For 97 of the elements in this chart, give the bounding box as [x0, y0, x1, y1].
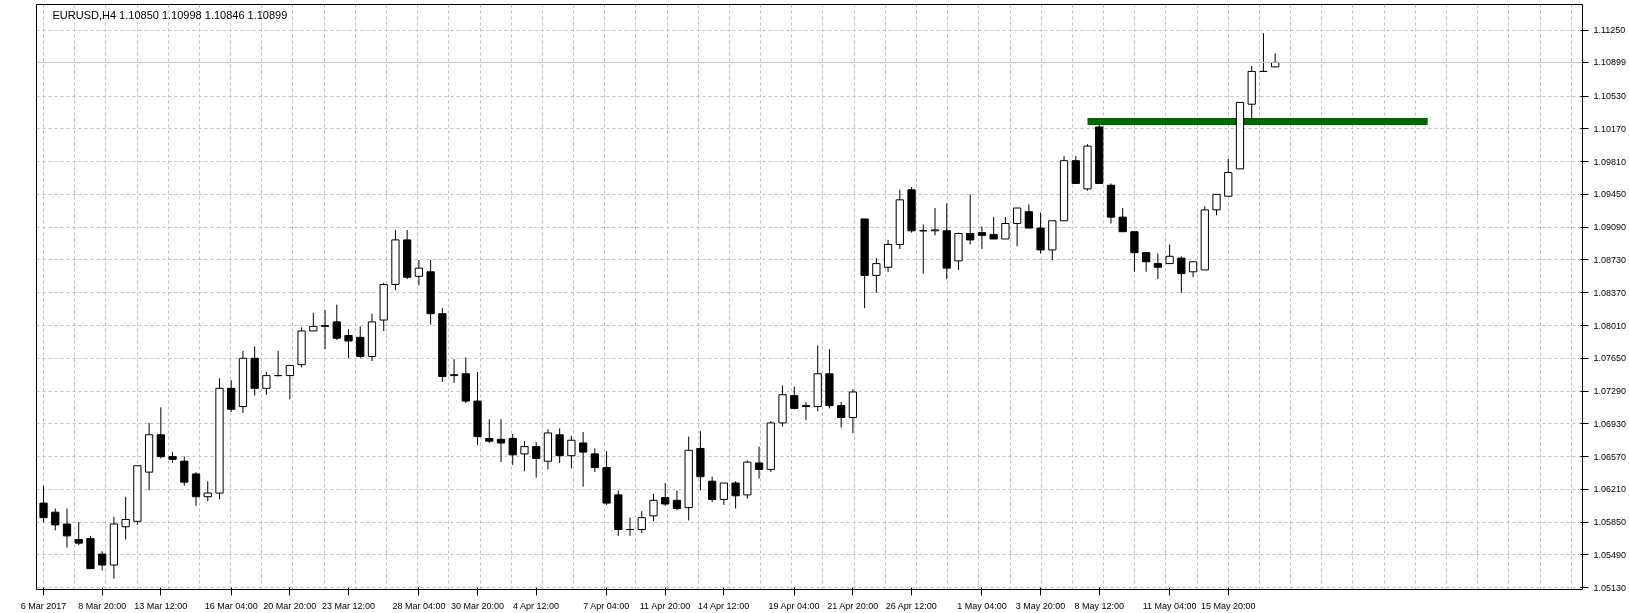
candlestick [719, 482, 729, 506]
x-tick-label: 4 Apr 12:00 [512, 600, 559, 611]
candlestick [520, 440, 529, 472]
x-tick-label: 19 Apr 04:00 [768, 600, 820, 611]
candlestick [1036, 212, 1045, 255]
x-tick-label: 28 Mar 04:00 [392, 600, 446, 611]
y-tick-label: 1.08730 [1593, 254, 1627, 265]
x-tick-label: 20 Mar 20:00 [263, 600, 317, 611]
candlestick [320, 309, 330, 350]
candlestick [1130, 231, 1139, 273]
candlestick [227, 379, 236, 413]
candlestick [555, 427, 564, 464]
y-tick-label: 1.09450 [1593, 189, 1627, 200]
candlestick [191, 471, 201, 507]
candlestick [51, 508, 60, 531]
y-tick-label: 1.09810 [1593, 156, 1627, 167]
candlestick [1142, 252, 1151, 273]
y-tick-label: 1.08370 [1593, 287, 1627, 298]
x-tick-label: 7 Apr 04:00 [583, 600, 630, 611]
x-tick-label: 11 May 04:00 [1142, 600, 1197, 611]
candlestick [977, 225, 987, 250]
y-tick-label: 1.08010 [1593, 320, 1627, 331]
candlestick [637, 510, 646, 534]
y-tick-label: 1.05850 [1593, 517, 1627, 528]
x-tick-label: 6 Mar 2017 [20, 600, 67, 611]
y-tick-label: 1.09090 [1593, 222, 1627, 233]
candlestick [508, 433, 517, 466]
candlestick [567, 435, 576, 469]
y-tick-label: 1.10170 [1593, 123, 1627, 134]
x-tick-label: 13 Mar 12:00 [134, 600, 188, 611]
x-tick-label: 1 May 04:00 [957, 600, 1007, 611]
candlestick [578, 431, 588, 488]
candlestick [121, 496, 130, 541]
candlestick [672, 489, 682, 511]
candlestick [332, 304, 341, 341]
candlestick [203, 480, 212, 502]
y-tick-label: 1.06570 [1593, 451, 1627, 462]
candlestick [309, 312, 318, 332]
candlestick [966, 193, 975, 245]
candlestick [496, 418, 506, 463]
ref-line-label: 1.10899 [1593, 57, 1627, 68]
y-tick-label: 1.07290 [1593, 386, 1627, 397]
candlestick [1177, 255, 1186, 294]
candlestick [708, 476, 717, 503]
candlestick [1118, 207, 1127, 233]
candlestick [449, 358, 459, 384]
x-tick-label: 30 Mar 20:00 [451, 600, 505, 611]
x-tick-label: 14 Apr 12:00 [698, 600, 750, 611]
candlestick [1212, 193, 1221, 216]
candlestick [532, 441, 541, 479]
y-tick-label: 1.06930 [1593, 418, 1627, 429]
candlestick [74, 521, 83, 546]
x-tick-label: 11 Apr 20:00 [639, 600, 691, 611]
candlestick [98, 550, 107, 571]
x-tick-label: 8 May 12:00 [1074, 600, 1124, 611]
x-tick-label: 26 Apr 12:00 [885, 600, 937, 611]
y-tick-label: 1.07650 [1593, 353, 1627, 364]
candlestick [1165, 243, 1174, 265]
candlestick [989, 216, 998, 240]
candlestick [661, 482, 670, 507]
candlestick [731, 480, 740, 510]
candlestick [485, 418, 494, 444]
candlestick [883, 239, 893, 273]
candlestick [344, 328, 353, 359]
candlestick [649, 493, 658, 522]
candlestick [262, 371, 271, 396]
candlestick [1153, 253, 1163, 280]
candlestick [180, 456, 189, 487]
candlestick [837, 401, 846, 428]
candlestick [590, 447, 599, 473]
candlestick [62, 508, 72, 549]
y-tick-label: 1.05130 [1593, 582, 1627, 593]
candlestick [872, 257, 881, 294]
x-tick-label: 21 Apr 20:00 [827, 600, 879, 611]
candlestick [1001, 216, 1010, 240]
candlestick [1071, 155, 1080, 184]
candlestick [930, 207, 940, 236]
candlestick [1224, 158, 1233, 197]
candlestick [801, 401, 811, 421]
candlestick [414, 259, 424, 286]
x-tick-label: 23 Mar 12:00 [322, 600, 376, 611]
candlestick [285, 364, 294, 400]
candlestick [1024, 203, 1033, 229]
x-tick-label: 16 Mar 04:00 [204, 600, 258, 611]
candlestick [1012, 207, 1022, 247]
candlestick [156, 406, 165, 459]
candlestick [754, 446, 764, 479]
x-tick-label: 8 Mar 20:00 [78, 600, 127, 611]
chart-title: EURUSD,H4 1.10850 1.10998 1.10846 1.10899 [52, 8, 288, 21]
y-tick-label: 1.11250 [1593, 25, 1626, 36]
x-tick-label: 15 May 20:00 [1200, 600, 1256, 611]
y-tick-label: 1.05490 [1593, 549, 1627, 560]
candlestick [39, 485, 48, 523]
x-tick-label: 3 May 20:00 [1015, 600, 1066, 611]
y-tick-label: 1.06210 [1593, 484, 1627, 495]
candlestick [356, 325, 365, 359]
y-tick-label: 1.10530 [1593, 91, 1627, 102]
